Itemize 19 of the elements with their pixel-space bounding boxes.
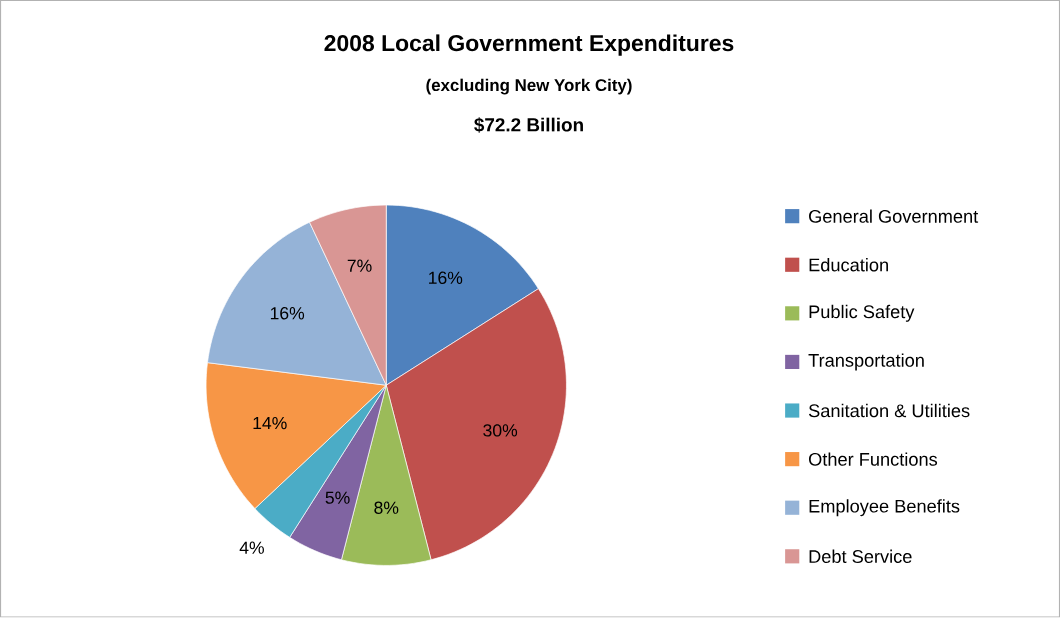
legend-label: Transportation	[808, 353, 924, 371]
data-label: 7%	[347, 259, 372, 273]
data-label: 4%	[239, 541, 264, 555]
data-label: 14%	[253, 417, 287, 430]
data-label: 16%	[270, 307, 305, 320]
chart-subtitle: (excluding New York City)	[426, 78, 632, 95]
data-label: 16%	[429, 271, 463, 285]
legend-label: Other Functions	[808, 452, 938, 467]
legend-label: Debt Service	[809, 549, 912, 564]
data-label: 8%	[374, 501, 399, 515]
legend-label: Sanitation & Utilities	[808, 404, 970, 418]
legend-label: General Government	[809, 209, 979, 224]
legend-label: Employee Benefits	[809, 499, 960, 517]
data-label: 30%	[483, 424, 518, 437]
chart-title: 2008 Local Government Expenditures	[324, 34, 734, 56]
legend-label: Education	[809, 258, 888, 272]
data-label: 5%	[325, 491, 350, 505]
legend-label: Public Safety	[809, 305, 915, 323]
text: $72.2 Billion	[474, 117, 583, 133]
